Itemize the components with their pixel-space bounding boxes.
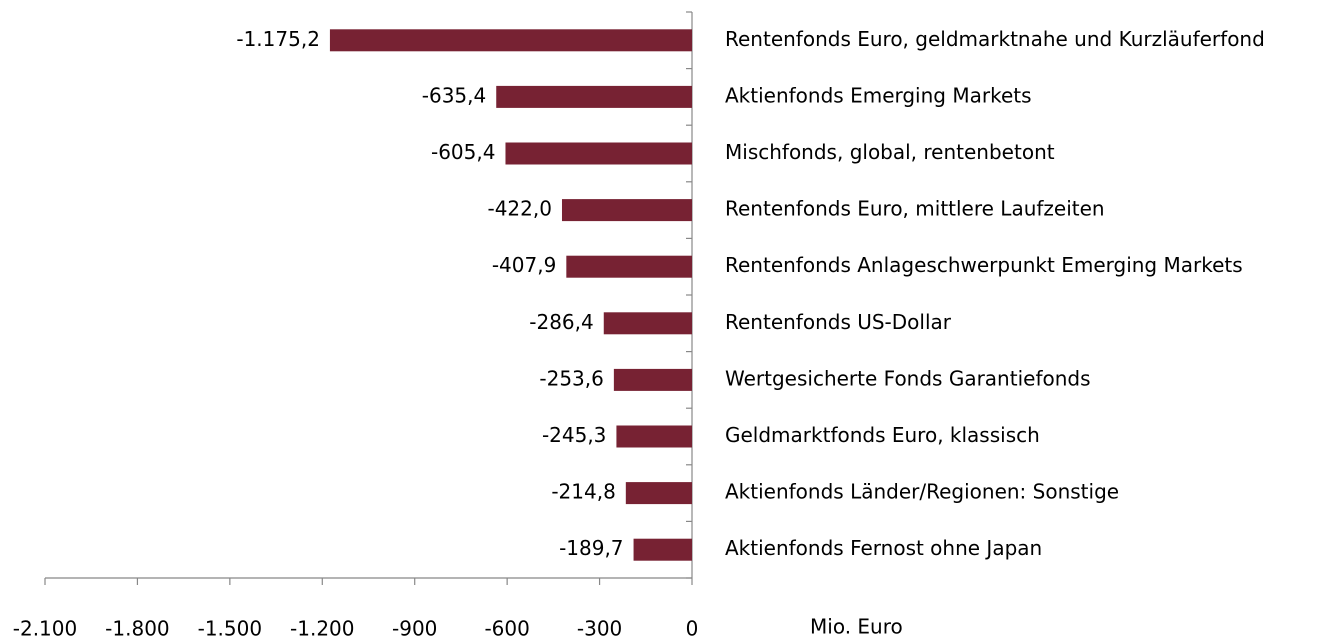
bar bbox=[625, 482, 692, 505]
x-tick-label: 0 bbox=[686, 617, 699, 637]
x-tick-label: -1.800 bbox=[105, 617, 169, 637]
bar bbox=[329, 29, 692, 52]
value-label: -253,6 bbox=[539, 366, 603, 390]
category-label: Wertgesicherte Fonds Garantiefonds bbox=[725, 366, 1091, 390]
value-label: -214,8 bbox=[551, 480, 615, 504]
bar bbox=[616, 425, 692, 448]
category-label: Mischfonds, global, rentenbetont bbox=[725, 140, 1055, 164]
bar bbox=[613, 368, 692, 391]
value-label: -422,0 bbox=[487, 197, 551, 221]
category-label: Aktienfonds Emerging Markets bbox=[725, 83, 1032, 107]
bar bbox=[505, 142, 692, 165]
category-label: Aktienfonds Länder/Regionen: Sonstige bbox=[725, 480, 1119, 504]
value-label: -635,4 bbox=[422, 83, 486, 107]
category-label: Rentenfonds Euro, geldmarktnahe und Kurz… bbox=[725, 27, 1265, 51]
x-tick-label: -300 bbox=[577, 617, 622, 637]
x-axis-label: Mio. Euro bbox=[810, 615, 903, 637]
bar bbox=[633, 538, 692, 561]
value-label: -245,3 bbox=[542, 423, 606, 447]
x-tick-label: -900 bbox=[392, 617, 437, 637]
x-tick-label: -600 bbox=[484, 617, 529, 637]
bar bbox=[496, 85, 692, 108]
value-label: -1.175,2 bbox=[236, 27, 320, 51]
category-label: Rentenfonds US-Dollar bbox=[725, 310, 952, 334]
value-label: -407,9 bbox=[492, 253, 556, 277]
value-label: -189,7 bbox=[559, 536, 623, 560]
bar bbox=[566, 255, 692, 278]
category-label: Geldmarktfonds Euro, klassisch bbox=[725, 423, 1040, 447]
category-label: Rentenfonds Euro, mittlere Laufzeiten bbox=[725, 197, 1105, 221]
bar bbox=[603, 312, 692, 335]
x-tick-label: -2.100 bbox=[13, 617, 77, 637]
category-label: Aktienfonds Fernost ohne Japan bbox=[725, 536, 1042, 560]
category-label: Rentenfonds Anlageschwerpunkt Emerging M… bbox=[725, 253, 1243, 277]
value-label: -286,4 bbox=[529, 310, 593, 334]
value-label: -605,4 bbox=[431, 140, 495, 164]
bar bbox=[561, 199, 692, 222]
x-tick-label: -1.500 bbox=[198, 617, 262, 637]
x-tick-label: -1.200 bbox=[290, 617, 354, 637]
